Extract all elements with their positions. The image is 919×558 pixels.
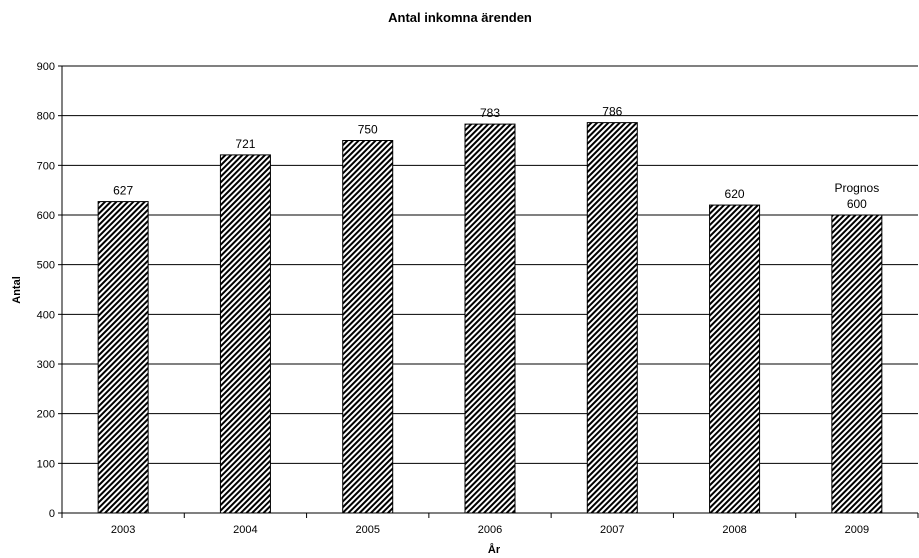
y-tick-label: 100 (37, 458, 55, 470)
bar-2008 (709, 204, 761, 514)
y-tick-label: 800 (37, 111, 55, 123)
data-label-2007: 786 (602, 105, 622, 119)
y-tick-label: 900 (37, 61, 55, 73)
x-tick-label-2007: 2007 (600, 524, 624, 536)
x-tick-label-2009: 2009 (845, 524, 869, 536)
y-tick-label: 400 (37, 309, 55, 321)
bar-2006 (464, 123, 516, 514)
y-tick-label: 300 (37, 359, 55, 371)
y-tick-label: 600 (37, 210, 55, 222)
data-label-2004: 721 (235, 137, 255, 151)
bars (97, 122, 883, 514)
labels: 2003 627 2004 721 2005 750 2006 783 2007 786 2008 6… (111, 105, 879, 536)
y-tick-label: 500 (37, 260, 55, 272)
data-label-2009: 600 (847, 197, 867, 211)
y-tick-label: 0 (49, 508, 55, 520)
x-tick-label-2006: 2006 (478, 524, 502, 536)
data-label-2008: 620 (725, 187, 745, 201)
bar-2004 (219, 154, 271, 514)
bar-2003 (97, 201, 149, 514)
data-label-2003: 627 (113, 184, 133, 198)
axes: 0 100 200 300 400 500 600 700 800 900 (37, 61, 919, 520)
annotation-2009: Prognos (835, 181, 880, 195)
x-tick-label-2008: 2008 (722, 524, 746, 536)
chart-title: Antal inkomna ärenden (388, 10, 532, 25)
y-tick-label: 700 (37, 160, 55, 172)
y-tick-label: 200 (37, 409, 55, 421)
bar-2007 (586, 122, 638, 514)
y-axis-label: Antal (11, 276, 23, 304)
x-tick-label-2004: 2004 (233, 524, 257, 536)
x-axis-label: År (488, 543, 501, 556)
data-label-2006: 783 (480, 106, 500, 120)
x-tick-label-2003: 2003 (111, 524, 135, 536)
data-label-2005: 750 (358, 123, 378, 137)
bar-2005 (342, 140, 394, 514)
bar-2009 (831, 214, 883, 514)
x-tick-label-2005: 2005 (355, 524, 379, 536)
